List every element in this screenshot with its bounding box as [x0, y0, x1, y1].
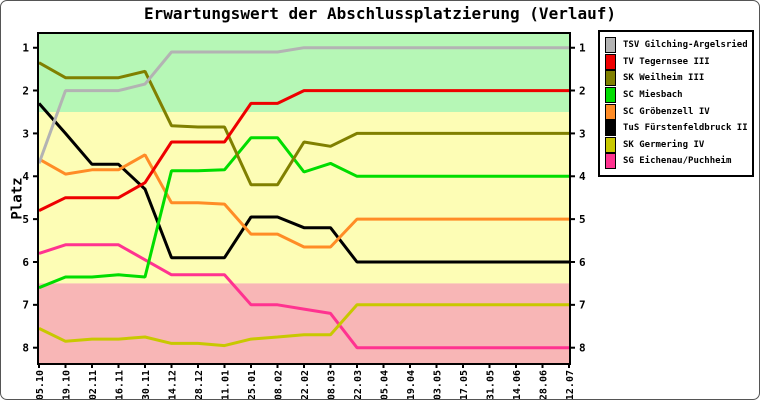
legend-label: SK Germering IV — [623, 139, 705, 150]
y-tick-label-right: 4 — [579, 170, 586, 183]
y-axis-label: Platz — [9, 177, 26, 220]
y-tick-label-right: 3 — [579, 127, 586, 140]
promotion-zone-band — [39, 34, 569, 112]
legend-label: TuS Fürstenfeldbruck II — [623, 123, 748, 134]
legend-swatch-sg-eichenau-puchheim — [605, 153, 616, 170]
series-line-tsv-gilching-argelsried — [37, 46, 569, 164]
legend-item: SG Eichenau/Puchheim — [605, 153, 747, 170]
legend-item: SC Gröbenzell IV — [605, 103, 747, 120]
y-tick-label-left: 1 — [22, 42, 29, 55]
legend-item: SC Miesbach — [605, 87, 747, 104]
x-tick-label: 31.05 — [486, 370, 497, 399]
legend-label: SC Gröbenzell IV — [623, 106, 710, 117]
series-line-sk-weilheim-iii — [38, 61, 569, 187]
x-tick-label: 03.05 — [433, 370, 444, 399]
legend-swatch-tsv-gilching-argelsried — [605, 37, 616, 54]
x-tick-label: 12.07 — [565, 370, 576, 399]
legend-swatch-tus-f-rstenfeldbruck-ii — [605, 120, 616, 137]
x-tick-label: 14.06 — [512, 370, 523, 399]
legend-label: SC Miesbach — [623, 90, 683, 101]
series-line-tus-f-rstenfeldbruck-ii — [37, 102, 569, 264]
x-tick-label: 02.11 — [88, 370, 99, 399]
series-line-tv-tegernsee-iii — [38, 89, 569, 212]
x-tick-label: 19.10 — [62, 370, 73, 399]
midtable-zone-band — [39, 111, 569, 284]
x-tick-label: 05.04 — [380, 370, 391, 399]
x-tick-label: 05.10 — [35, 370, 46, 399]
x-tick-label: 22.03 — [353, 370, 364, 399]
series-line-sc-gr-benzell-iv — [38, 153, 569, 249]
legend-swatch-sk-weilheim-iii — [605, 70, 616, 87]
y-tick-label-left: 6 — [22, 256, 29, 269]
legend-swatch-sc-gr-benzell-iv — [605, 103, 616, 120]
y-tick-label-right: 8 — [579, 342, 586, 355]
legend-item: TuS Fürstenfeldbruck II — [605, 120, 748, 137]
x-tick-label: 14.12 — [168, 370, 179, 399]
plot-area-border — [37, 32, 571, 365]
x-tick-label: 25.01 — [247, 370, 258, 399]
legend-item: SK Germering IV — [605, 136, 747, 154]
x-tick-label: 08.03 — [327, 370, 338, 399]
series-line-sc-miesbach — [38, 136, 569, 290]
y-tick-label-left: 7 — [22, 299, 29, 312]
x-tick-label: 08.02 — [274, 370, 285, 399]
y-tick-label-right: 1 — [579, 42, 586, 55]
x-tick-label: 11.01 — [221, 370, 232, 399]
y-tick-label-left: 3 — [22, 127, 29, 140]
x-tick-label: 16.11 — [115, 370, 126, 399]
series-line-sk-germering-iv — [38, 303, 569, 348]
y-tick-label-right: 2 — [579, 84, 586, 97]
legend-label: SG Eichenau/Puchheim — [623, 156, 732, 167]
x-tick-label: 28.06 — [539, 370, 550, 399]
x-tick-label: 28.12 — [194, 370, 205, 399]
series-line-sg-eichenau-puchheim — [38, 243, 569, 350]
y-tick-label-left: 2 — [22, 84, 29, 97]
relegation-zone-band — [39, 283, 569, 363]
x-tick-label: 22.02 — [300, 370, 311, 399]
y-tick-label-right: 6 — [579, 256, 586, 269]
y-tick-label-right: 5 — [579, 213, 586, 226]
legend-swatch-sc-miesbach — [605, 87, 616, 104]
y-tick-label-right: 7 — [579, 299, 586, 312]
y-tick-label-left: 4 — [22, 170, 29, 183]
legend-swatch-tv-tegernsee-iii — [605, 53, 616, 70]
legend-label: TSV Gilching-Argelsried — [623, 40, 748, 51]
legend-item: SK Weilheim III — [605, 70, 747, 87]
legend-item: TSV Gilching-Argelsried — [605, 37, 748, 54]
y-tick-label-left: 8 — [22, 342, 29, 355]
x-tick-label: 19.04 — [406, 370, 417, 399]
x-tick-label: 30.11 — [141, 370, 152, 399]
legend-label: TV Tegernsee III — [623, 56, 710, 67]
legend-item: TV Tegernsee III — [605, 53, 747, 71]
x-tick-label: 17.05 — [459, 370, 470, 399]
legend-swatch-sk-germering-iv — [605, 136, 616, 153]
legend-box: TSV Gilching-Argelsried TV Tegernsee III S… — [598, 30, 754, 177]
y-tick-label-left: 5 — [22, 213, 29, 226]
legend-label: SK Weilheim III — [623, 73, 705, 84]
chart-title: Erwartungswert der Abschlussplatzierung … — [143, 4, 616, 23]
